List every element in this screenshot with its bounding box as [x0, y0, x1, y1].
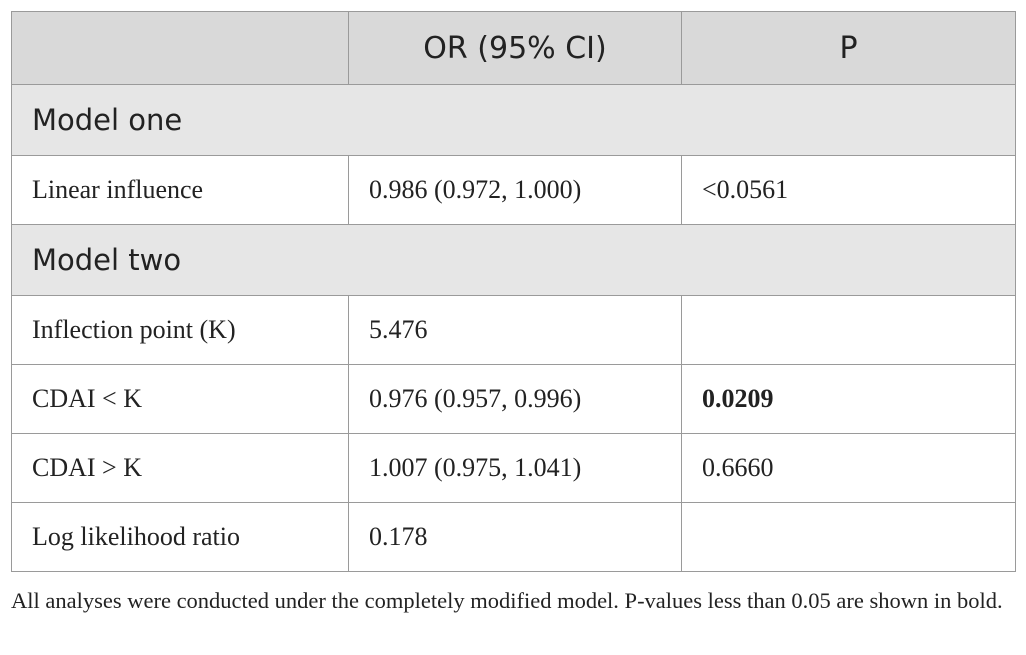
header-cell-variable	[11, 11, 349, 85]
row-or-ci: 5.476	[348, 295, 682, 365]
section-title: Model one	[11, 84, 1016, 156]
table-row: CDAI > K 1.007 (0.975, 1.041) 0.6660	[11, 433, 1016, 503]
table-header-row: OR (95% CI) P	[11, 11, 1016, 85]
row-label: CDAI > K	[11, 433, 349, 503]
table-row: Inflection point (K) 5.476	[11, 295, 1016, 365]
table-row: Linear influence 0.986 (0.972, 1.000) <0…	[11, 155, 1016, 225]
row-or-ci: 0.986 (0.972, 1.000)	[348, 155, 682, 225]
section-row-model-two: Model two	[11, 224, 1016, 296]
row-label: CDAI < K	[11, 364, 349, 434]
table-footnote: All analyses were conducted under the co…	[11, 588, 1003, 613]
row-label: Linear influence	[11, 155, 349, 225]
row-or-ci: 1.007 (0.975, 1.041)	[348, 433, 682, 503]
row-p-value	[681, 502, 1016, 572]
table-row: Log likelihood ratio 0.178	[11, 502, 1016, 572]
row-label: Log likelihood ratio	[11, 502, 349, 572]
section-row-model-one: Model one	[11, 84, 1016, 156]
row-or-ci: 0.976 (0.957, 0.996)	[348, 364, 682, 434]
header-cell-or-ci: OR (95% CI)	[348, 11, 682, 85]
row-p-value	[681, 295, 1016, 365]
results-table-container: OR (95% CI) P Model one Linear influence…	[11, 11, 1016, 572]
row-p-value: 0.6660	[681, 433, 1016, 503]
header-cell-p: P	[681, 11, 1016, 85]
section-title: Model two	[11, 224, 1016, 296]
results-table: OR (95% CI) P Model one Linear influence…	[11, 11, 1016, 572]
row-or-ci: 0.178	[348, 502, 682, 572]
table-row: CDAI < K 0.976 (0.957, 0.996) 0.0209	[11, 364, 1016, 434]
row-p-value-bold: 0.0209	[681, 364, 1016, 434]
row-label: Inflection point (K)	[11, 295, 349, 365]
row-p-value: <0.0561	[681, 155, 1016, 225]
